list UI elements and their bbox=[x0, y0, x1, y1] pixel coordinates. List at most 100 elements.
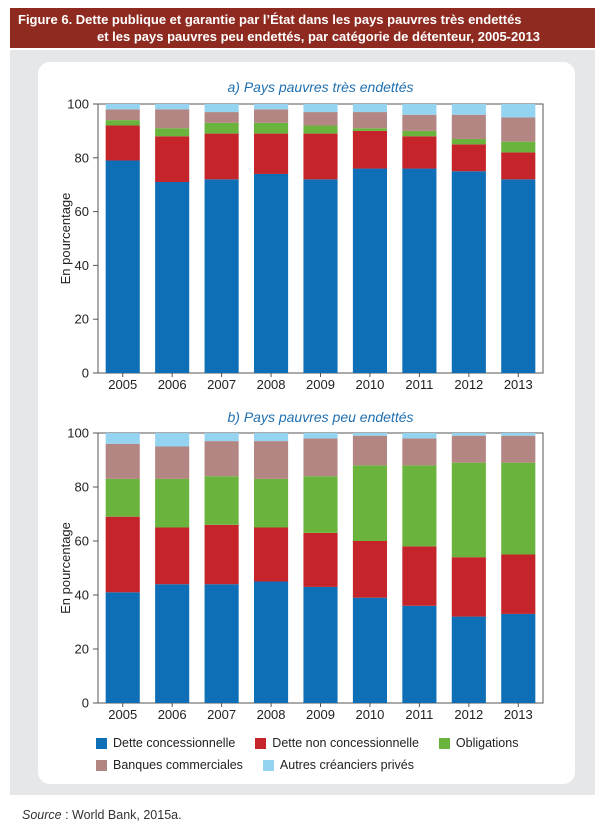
bar-segment-dette-non-concessionnelle-2007 bbox=[204, 524, 239, 585]
y-tick-label: 100 bbox=[67, 426, 89, 441]
bar-segment-dette-concessionnelle-2006 bbox=[155, 584, 190, 703]
y-tick-label: 80 bbox=[75, 480, 89, 495]
bar-segment-banques-commerciales-2005 bbox=[105, 109, 140, 121]
x-tick-label: 2013 bbox=[504, 707, 533, 722]
chart-b: b) Pays pauvres peu endettés 0 20 40 60 80 100… bbox=[58, 409, 544, 722]
bar-segment-dette-concessionnelle-2013 bbox=[501, 613, 536, 703]
chart-title: b) Pays pauvres peu endettés bbox=[227, 409, 413, 425]
bar-segment-autres-cr-anciers-priv-s-2008 bbox=[253, 104, 289, 110]
x-tick-label: 2010 bbox=[355, 707, 384, 722]
bar-segment-dette-non-concessionnelle-2010 bbox=[352, 541, 388, 598]
x-tick-label: 2005 bbox=[108, 377, 137, 392]
bar-segment-obligations-2008 bbox=[253, 122, 289, 134]
bar-segment-banques-commerciales-2006 bbox=[155, 446, 190, 479]
bar-segment-autres-cr-anciers-priv-s-2011 bbox=[402, 104, 437, 115]
bar-segment-obligations-2013 bbox=[501, 462, 536, 555]
bar-segment-obligations-2012 bbox=[451, 138, 486, 145]
x-tick-label: 2008 bbox=[257, 707, 286, 722]
bar-segment-dette-non-concessionnelle-2007 bbox=[204, 133, 239, 180]
legend-swatch bbox=[438, 737, 450, 749]
bar-segment-obligations-2005 bbox=[105, 120, 140, 126]
bar-segment-banques-commerciales-2012 bbox=[451, 114, 486, 139]
source-label: Source bbox=[22, 808, 62, 822]
x-tick-label: 2010 bbox=[355, 377, 384, 392]
x-tick-label: 2013 bbox=[504, 377, 533, 392]
legend-row: Dette concessionnelle Dette non concessio… bbox=[96, 732, 566, 754]
bar-segment-dette-concessionnelle-2011 bbox=[402, 605, 437, 703]
bar-segment-obligations-2007 bbox=[204, 122, 239, 134]
bar-segment-dette-concessionnelle-2012 bbox=[451, 616, 486, 703]
bar-segment-dette-non-concessionnelle-2013 bbox=[501, 152, 536, 180]
bar-segment-obligations-2007 bbox=[204, 476, 239, 525]
bar-segment-obligations-2005 bbox=[105, 478, 140, 517]
y-tick-label: 40 bbox=[75, 258, 89, 273]
x-tick-label: 2008 bbox=[257, 377, 286, 392]
source-text: : World Bank, 2015a. bbox=[61, 808, 182, 822]
bar-segment-dette-non-concessionnelle-2005 bbox=[105, 516, 140, 593]
legend-label: Banques commerciales bbox=[113, 758, 243, 772]
bar-segment-dette-concessionnelle-2011 bbox=[402, 168, 437, 373]
x-tick-label: 2006 bbox=[158, 377, 187, 392]
bar-segment-autres-cr-anciers-priv-s-2007 bbox=[204, 104, 239, 113]
bar-segment-autres-cr-anciers-priv-s-2006 bbox=[155, 104, 190, 110]
bar-segment-dette-concessionnelle-2008 bbox=[253, 173, 289, 373]
legend-item: Dette concessionnelle bbox=[96, 736, 235, 750]
legend-swatch bbox=[255, 737, 267, 749]
legend-swatch bbox=[262, 759, 274, 771]
bar-segment-obligations-2009 bbox=[303, 476, 338, 533]
bar-segment-dette-non-concessionnelle-2006 bbox=[155, 527, 190, 585]
bar-segment-banques-commerciales-2008 bbox=[253, 441, 289, 479]
y-tick-label: 100 bbox=[67, 97, 89, 112]
bar-segment-dette-non-concessionnelle-2006 bbox=[155, 136, 190, 183]
legend-row: Banques commerciales Autres créanciers pr… bbox=[96, 754, 566, 776]
bar-segment-autres-cr-anciers-priv-s-2012 bbox=[451, 104, 486, 115]
legend-label: Autres créanciers privés bbox=[279, 758, 414, 772]
bar-segment-obligations-2010 bbox=[352, 128, 388, 131]
y-tick-label: 80 bbox=[75, 150, 89, 165]
y-tick-label: 20 bbox=[75, 642, 89, 657]
bar-segment-dette-concessionnelle-2009 bbox=[303, 179, 338, 373]
bar-segment-dette-non-concessionnelle-2009 bbox=[303, 532, 338, 587]
bar-segment-autres-cr-anciers-priv-s-2012 bbox=[451, 433, 486, 436]
bar-segment-dette-concessionnelle-2013 bbox=[501, 179, 536, 373]
bar-segment-banques-commerciales-2009 bbox=[303, 438, 338, 477]
bar-segment-dette-non-concessionnelle-2013 bbox=[501, 554, 536, 614]
legend-label: Dette concessionnelle bbox=[113, 736, 236, 750]
y-axis-label: En pourcentage bbox=[58, 522, 73, 614]
bar-segment-banques-commerciales-2005 bbox=[105, 443, 140, 479]
y-tick-label: 0 bbox=[82, 366, 89, 381]
bar-segment-dette-non-concessionnelle-2011 bbox=[402, 136, 437, 169]
bar-segment-banques-commerciales-2007 bbox=[204, 112, 239, 123]
bar-segment-obligations-2010 bbox=[352, 465, 388, 541]
bar-segment-banques-commerciales-2011 bbox=[402, 114, 437, 131]
y-tick-label: 40 bbox=[75, 588, 89, 603]
bar-segment-banques-commerciales-2013 bbox=[501, 117, 536, 142]
bar-segment-dette-non-concessionnelle-2008 bbox=[253, 527, 289, 582]
bar-segment-dette-concessionnelle-2005 bbox=[105, 160, 140, 373]
x-tick-label: 2012 bbox=[454, 707, 483, 722]
legend-item: Banques commerciales bbox=[96, 758, 243, 772]
bar-segment-dette-concessionnelle-2010 bbox=[352, 168, 388, 373]
bar-segment-banques-commerciales-2010 bbox=[352, 112, 388, 129]
legend-item: Autres créanciers privés bbox=[262, 758, 414, 772]
bar-segment-obligations-2013 bbox=[501, 141, 536, 153]
x-tick-label: 2007 bbox=[207, 707, 236, 722]
chart-title: a) Pays pauvres très endettés bbox=[228, 79, 414, 95]
bar-segment-autres-cr-anciers-priv-s-2010 bbox=[352, 104, 388, 113]
y-tick-label: 20 bbox=[75, 312, 89, 327]
bar-segment-dette-concessionnelle-2005 bbox=[105, 592, 140, 703]
bar-segment-dette-non-concessionnelle-2008 bbox=[253, 133, 289, 174]
bar-segment-autres-cr-anciers-priv-s-2008 bbox=[253, 433, 289, 442]
bar-segment-obligations-2012 bbox=[451, 462, 486, 558]
x-tick-label: 2009 bbox=[306, 377, 335, 392]
bar-segment-dette-non-concessionnelle-2012 bbox=[451, 144, 486, 172]
bar-segment-banques-commerciales-2009 bbox=[303, 112, 338, 126]
bar-segment-obligations-2008 bbox=[253, 478, 289, 528]
legend-swatch bbox=[96, 737, 107, 749]
source-note: Source : World Bank, 2015a. bbox=[22, 808, 182, 822]
x-tick-label: 2007 bbox=[207, 377, 236, 392]
bar-segment-dette-non-concessionnelle-2009 bbox=[303, 133, 338, 180]
bar-segment-autres-cr-anciers-priv-s-2007 bbox=[204, 433, 239, 442]
bar-segment-dette-non-concessionnelle-2005 bbox=[105, 125, 140, 161]
